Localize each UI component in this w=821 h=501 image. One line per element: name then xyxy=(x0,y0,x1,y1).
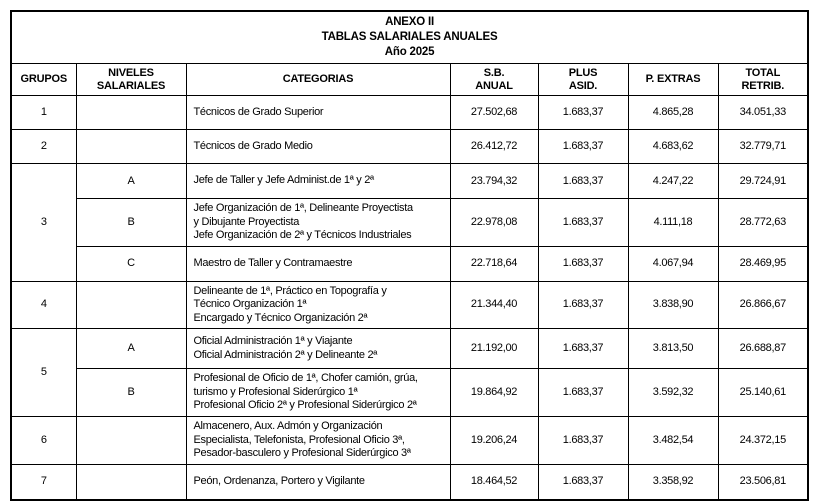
plus-asid-cell: 1.683,37 xyxy=(537,129,629,164)
sb-anual-cell: 21.192,00 xyxy=(449,328,539,369)
title-cell: ANEXO II TABLAS SALARIALES ANUALES Año 2… xyxy=(10,10,809,64)
table-row: 5 A Oficial Administración 1ª y Viajante… xyxy=(10,328,809,417)
grupo-cell: 5 xyxy=(10,328,77,417)
total-retrib-cell: 25.140,61 xyxy=(717,368,809,417)
categoria-cell: Almacenero, Aux. Admón y Organización Es… xyxy=(185,416,451,465)
col-header-grupos: GRUPOS xyxy=(10,63,77,96)
table-row: 1 Técnicos de Grado Superior 27.502,68 1… xyxy=(10,95,809,130)
table-row: 7 Peón, Ordenanza, Portero y Vigilante 1… xyxy=(10,463,809,501)
col-header-p-extras: P. EXTRAS xyxy=(627,63,719,96)
plus-asid-cell: 1.683,37 xyxy=(537,198,629,247)
grupo-cell: 4 xyxy=(10,280,77,329)
nivel-cell: B xyxy=(75,368,187,417)
p-extras-cell: 4.111,18 xyxy=(627,198,719,247)
table-row: 4 Delineante de 1ª, Práctico en Topograf… xyxy=(10,280,809,329)
categoria-cell: Oficial Administración 1ª y Viajante Ofi… xyxy=(185,328,451,369)
plus-asid-cell: 1.683,37 xyxy=(537,163,629,199)
nivel-cell xyxy=(75,95,187,130)
sb-anual-cell: 22.718,64 xyxy=(449,245,539,282)
grupo-cell: 7 xyxy=(10,463,77,501)
nivel-cell xyxy=(75,416,187,465)
p-extras-cell: 3.358,92 xyxy=(627,463,719,501)
sb-anual-cell: 21.344,40 xyxy=(449,280,539,329)
categoria-cell: Delineante de 1ª, Práctico en Topografía… xyxy=(185,280,451,329)
plus-asid-cell: 1.683,37 xyxy=(537,280,629,329)
sb-anual-cell: 23.794,32 xyxy=(449,163,539,199)
p-extras-cell: 4.683,62 xyxy=(627,129,719,164)
plus-asid-cell: 1.683,37 xyxy=(537,95,629,130)
grupo-cell: 6 xyxy=(10,416,77,465)
col-header-niveles-salariales: NIVELES SALARIALES xyxy=(75,63,187,96)
p-extras-cell: 4.865,28 xyxy=(627,95,719,130)
plus-asid-cell: 1.683,37 xyxy=(537,463,629,501)
title-row: ANEXO II TABLAS SALARIALES ANUALES Año 2… xyxy=(10,10,809,64)
nivel-cell xyxy=(75,129,187,164)
plus-asid-cell: 1.683,37 xyxy=(537,416,629,465)
table-row: C Maestro de Taller y Contramaestre 22.7… xyxy=(11,245,809,282)
nivel-cell xyxy=(75,463,187,501)
salary-table: ANEXO II TABLAS SALARIALES ANUALES Año 2… xyxy=(10,10,810,501)
table-row: 3 A Jefe de Taller y Jefe Administ.de 1ª… xyxy=(10,163,809,282)
nivel-cell: C xyxy=(75,245,187,282)
p-extras-cell: 4.067,94 xyxy=(627,245,719,282)
p-extras-cell: 3.838,90 xyxy=(627,280,719,329)
p-extras-cell: 4.247,22 xyxy=(627,163,719,199)
total-retrib-cell: 32.779,71 xyxy=(717,129,809,164)
sb-anual-cell: 19.206,24 xyxy=(449,416,539,465)
p-extras-cell: 3.592,32 xyxy=(627,368,719,417)
sb-anual-cell: 27.502,68 xyxy=(449,95,539,130)
total-retrib-cell: 28.469,95 xyxy=(717,245,809,282)
table-title: TABLAS SALARIALES ANUALES xyxy=(321,31,498,43)
categoria-cell: Peón, Ordenanza, Portero y Vigilante xyxy=(185,463,451,501)
nivel-cell: B xyxy=(75,198,187,247)
col-header-sb-anual: S.B. ANUAL xyxy=(449,63,539,96)
categoria-cell: Jefe de Taller y Jefe Administ.de 1ª y 2… xyxy=(185,163,451,199)
categoria-cell: Jefe Organización de 1ª, Delineante Proy… xyxy=(185,198,451,247)
sb-anual-cell: 22.978,08 xyxy=(449,198,539,247)
nivel-cell: A xyxy=(75,328,187,369)
sb-anual-cell: 26.412,72 xyxy=(449,129,539,164)
total-retrib-cell: 34.051,33 xyxy=(717,95,809,130)
total-retrib-cell: 28.772,63 xyxy=(717,198,809,247)
grupo-cell: 1 xyxy=(10,95,77,130)
total-retrib-cell: 23.506,81 xyxy=(717,463,809,501)
col-header-total-retrib: TOTAL RETRIB. xyxy=(717,63,809,96)
categoria-cell: Técnicos de Grado Medio xyxy=(185,129,451,164)
total-retrib-cell: 24.372,15 xyxy=(717,416,809,465)
table-row: B Jefe Organización de 1ª, Delineante Pr… xyxy=(11,198,809,247)
col-header-plus-asid: PLUS ASID. xyxy=(537,63,629,96)
categoria-cell: Maestro de Taller y Contramaestre xyxy=(185,245,451,282)
table-row: B Profesional de Oficio de 1ª, Chofer ca… xyxy=(11,368,809,417)
plus-asid-cell: 1.683,37 xyxy=(537,328,629,369)
year-subtitle: Año 2025 xyxy=(384,46,435,58)
plus-asid-cell: 1.683,37 xyxy=(537,368,629,417)
total-retrib-cell: 26.688,87 xyxy=(717,328,809,369)
total-retrib-cell: 26.866,67 xyxy=(717,280,809,329)
table-row: 2 Técnicos de Grado Medio 26.412,72 1.68… xyxy=(10,129,809,164)
header-row: GRUPOS NIVELES SALARIALES CATEGORIAS S.B… xyxy=(10,63,809,96)
grupo-cell: 3 xyxy=(10,163,77,282)
p-extras-cell: 3.482,54 xyxy=(627,416,719,465)
p-extras-cell: 3.813,50 xyxy=(627,328,719,369)
nivel-cell: A xyxy=(75,163,187,199)
categoria-cell: Profesional de Oficio de 1ª, Chofer cami… xyxy=(185,368,451,417)
annex-title: ANEXO II xyxy=(385,16,434,28)
grupo-cell: 2 xyxy=(10,129,77,164)
plus-asid-cell: 1.683,37 xyxy=(537,245,629,282)
sb-anual-cell: 18.464,52 xyxy=(449,463,539,501)
table-row: 6 Almacenero, Aux. Admón y Organización … xyxy=(10,416,809,465)
nivel-cell xyxy=(75,280,187,329)
categoria-cell: Técnicos de Grado Superior xyxy=(185,95,451,130)
sb-anual-cell: 19.864,92 xyxy=(449,368,539,417)
col-header-categorias: CATEGORIAS xyxy=(185,63,451,96)
total-retrib-cell: 29.724,91 xyxy=(717,163,809,199)
